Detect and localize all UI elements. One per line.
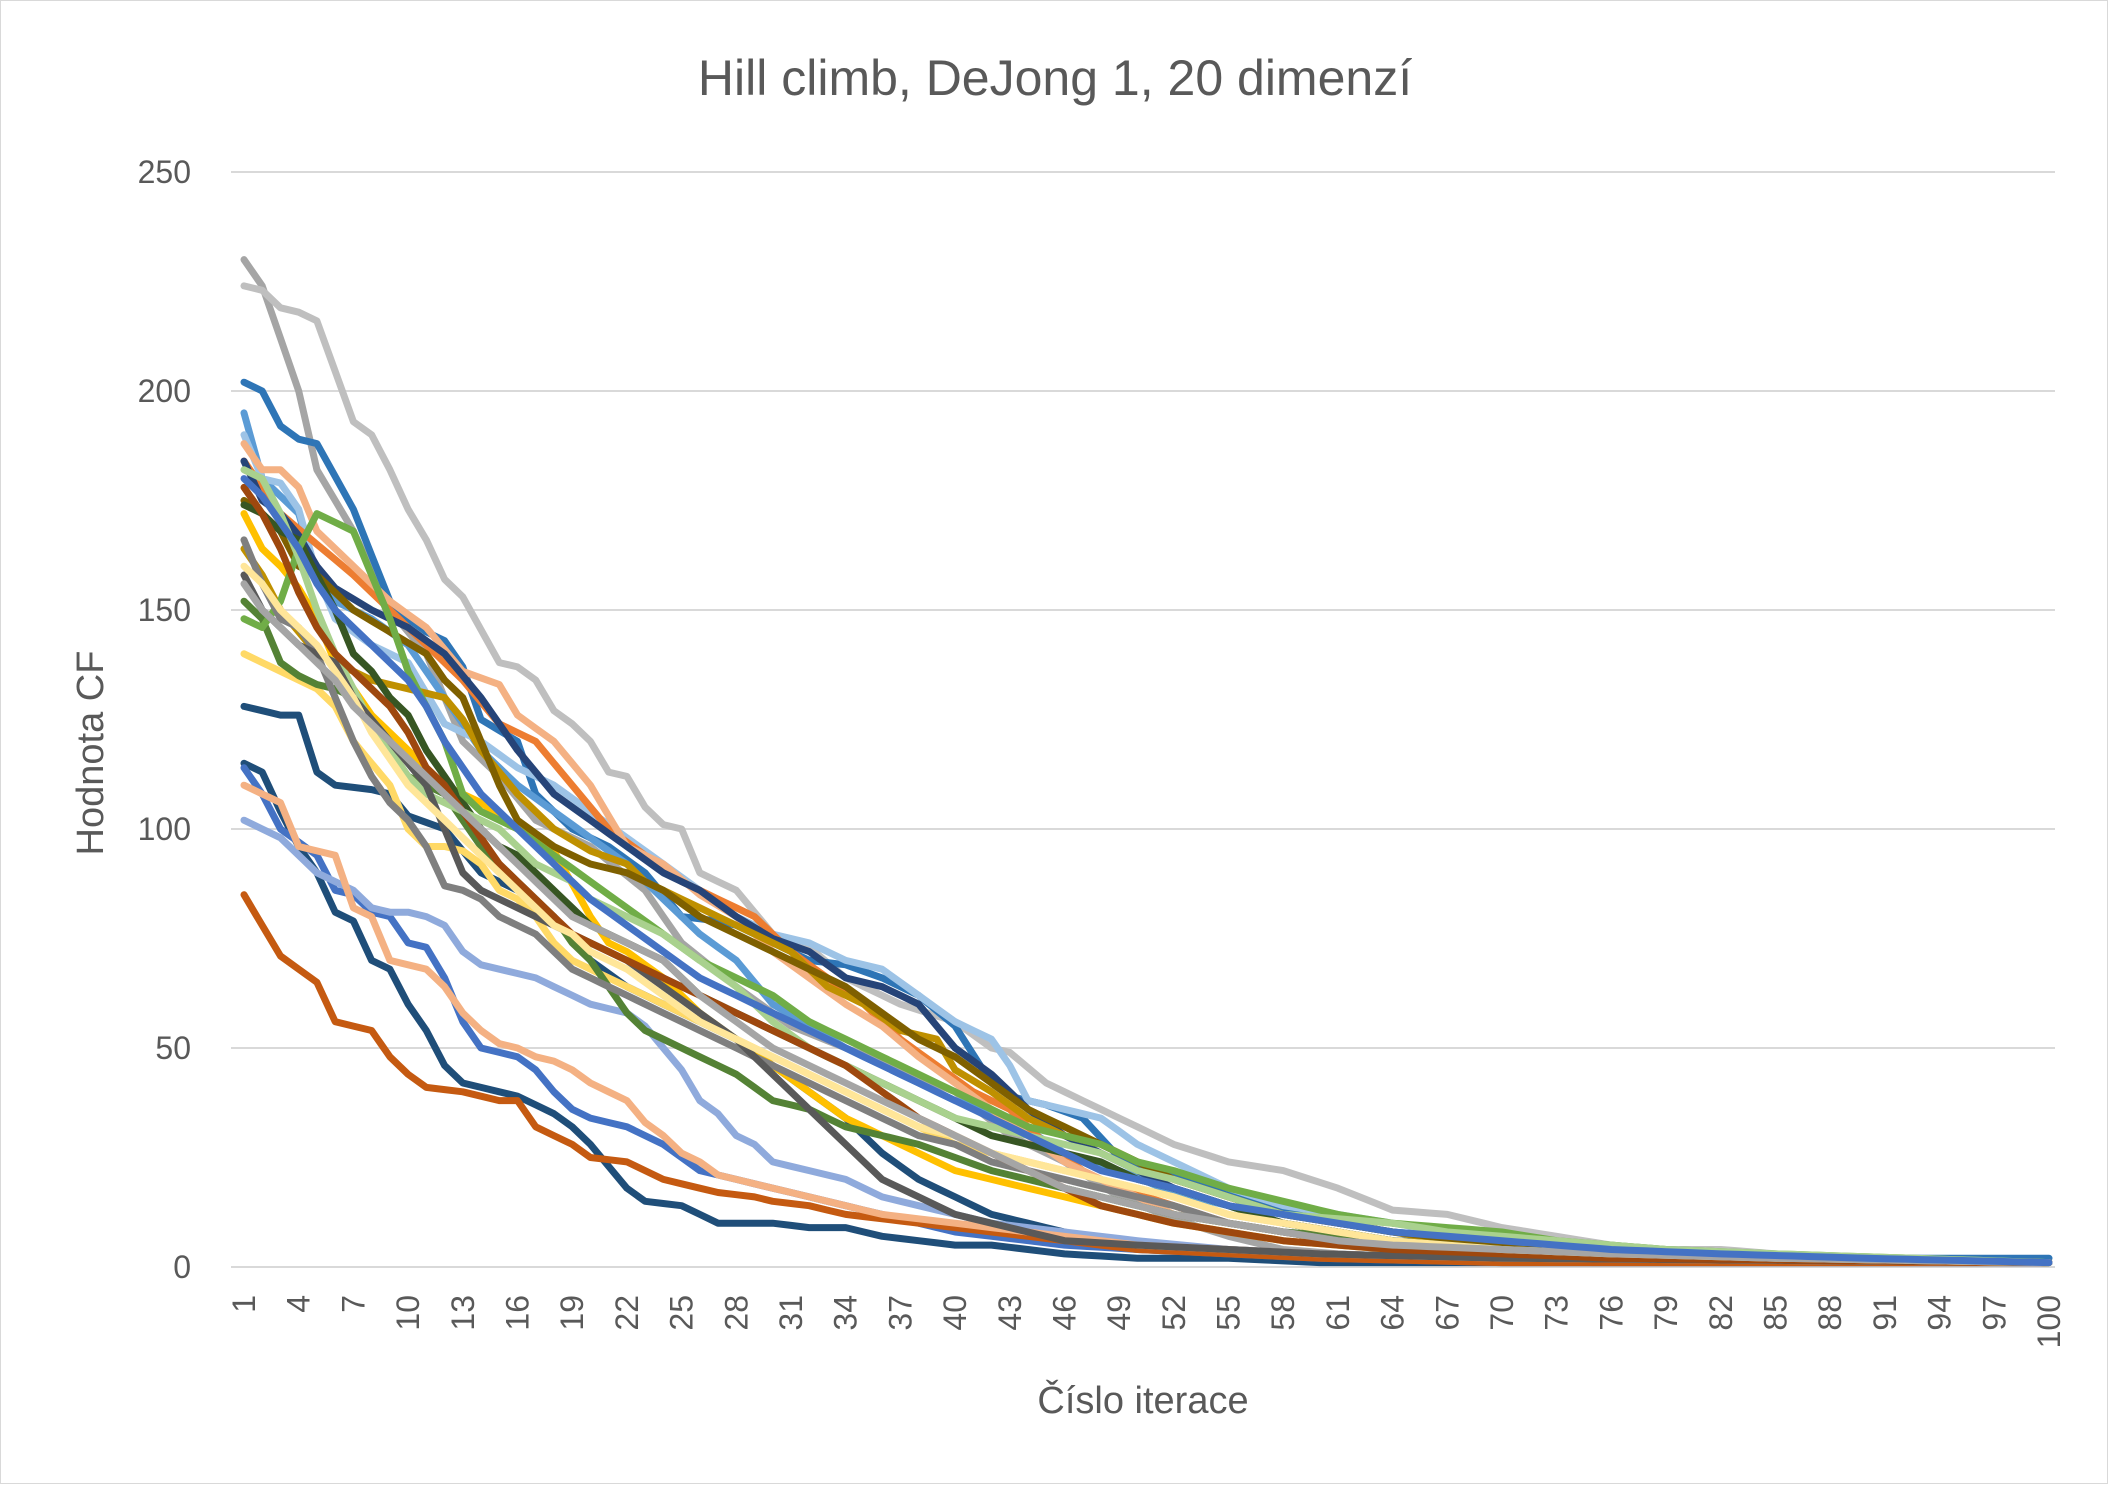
x-tick-label: 28	[718, 1295, 754, 1331]
x-tick-label: 91	[1867, 1295, 1903, 1331]
x-tick-label: 13	[445, 1295, 481, 1331]
y-axis-title: Hodnota CF	[70, 651, 112, 856]
x-tick-label: 49	[1101, 1295, 1137, 1331]
x-tick-label: 31	[773, 1295, 809, 1331]
x-tick-label: 7	[335, 1295, 371, 1313]
x-tick-label: 58	[1265, 1295, 1301, 1331]
x-tick-label: 10	[390, 1295, 426, 1331]
x-tick-label: 52	[1156, 1295, 1192, 1331]
x-tick-label: 34	[828, 1295, 864, 1331]
chart-title: Hill climb, DeJong 1, 20 dimenzí	[698, 50, 1412, 106]
x-tick-label: 82	[1703, 1295, 1739, 1331]
y-tick-label: 150	[138, 592, 191, 628]
x-tick-label: 19	[554, 1295, 590, 1331]
x-tick-label: 70	[1484, 1295, 1520, 1331]
x-tick-label: 1	[226, 1295, 262, 1313]
y-tick-label: 100	[138, 811, 191, 847]
y-tick-label: 200	[138, 373, 191, 409]
series-lines	[240, 256, 2053, 1267]
series-line-26	[240, 562, 2053, 1267]
x-tick-label: 40	[937, 1295, 973, 1331]
x-tick-label: 100	[2031, 1295, 2067, 1348]
x-tick-label: 64	[1375, 1295, 1411, 1331]
x-tick-label: 22	[609, 1295, 645, 1331]
x-axis-ticks: 1 4 7 10 13 16 19 22 25 28 31 34 37 40 43 46 49 52 55 58 61 6…	[226, 1295, 2067, 1348]
y-tick-label: 50	[155, 1030, 191, 1066]
x-tick-label: 4	[281, 1295, 317, 1313]
series-line-24	[240, 571, 2053, 1267]
x-tick-label: 67	[1429, 1295, 1465, 1331]
x-axis-title: Číslo iterace	[1037, 1378, 1248, 1422]
series-line-4	[240, 409, 2053, 1267]
x-tick-label: 16	[499, 1295, 535, 1331]
x-tick-label: 55	[1211, 1295, 1247, 1331]
x-tick-label: 76	[1593, 1295, 1629, 1331]
x-tick-label: 61	[1320, 1295, 1356, 1331]
x-tick-label: 97	[1976, 1295, 2012, 1331]
x-tick-label: 85	[1758, 1295, 1794, 1331]
series-line-28	[240, 475, 2053, 1267]
x-tick-label: 25	[664, 1295, 700, 1331]
x-tick-label: 79	[1648, 1295, 1684, 1331]
x-tick-label: 37	[882, 1295, 918, 1331]
y-tick-label: 250	[138, 154, 191, 190]
y-tick-label: 0	[173, 1249, 191, 1285]
series-line-2	[240, 282, 2053, 1267]
x-tick-label: 94	[1922, 1295, 1958, 1331]
y-axis-ticks: 0 50 100 150 200 250	[138, 154, 191, 1285]
x-tick-label: 88	[1812, 1295, 1848, 1331]
series-line-1	[240, 256, 2053, 1267]
x-tick-label: 46	[1046, 1295, 1082, 1331]
x-tick-label: 43	[992, 1295, 1028, 1331]
x-tick-label: 73	[1539, 1295, 1575, 1331]
